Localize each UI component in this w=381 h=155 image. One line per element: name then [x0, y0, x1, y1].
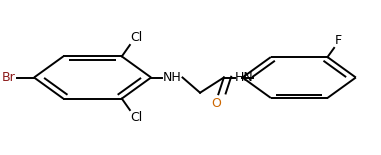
Text: O: O — [211, 97, 221, 110]
Text: NH: NH — [162, 71, 181, 84]
Text: F: F — [335, 34, 342, 47]
Text: Cl: Cl — [131, 31, 143, 44]
Text: Br: Br — [2, 71, 15, 84]
Text: HN: HN — [235, 71, 254, 84]
Text: Cl: Cl — [131, 111, 143, 124]
